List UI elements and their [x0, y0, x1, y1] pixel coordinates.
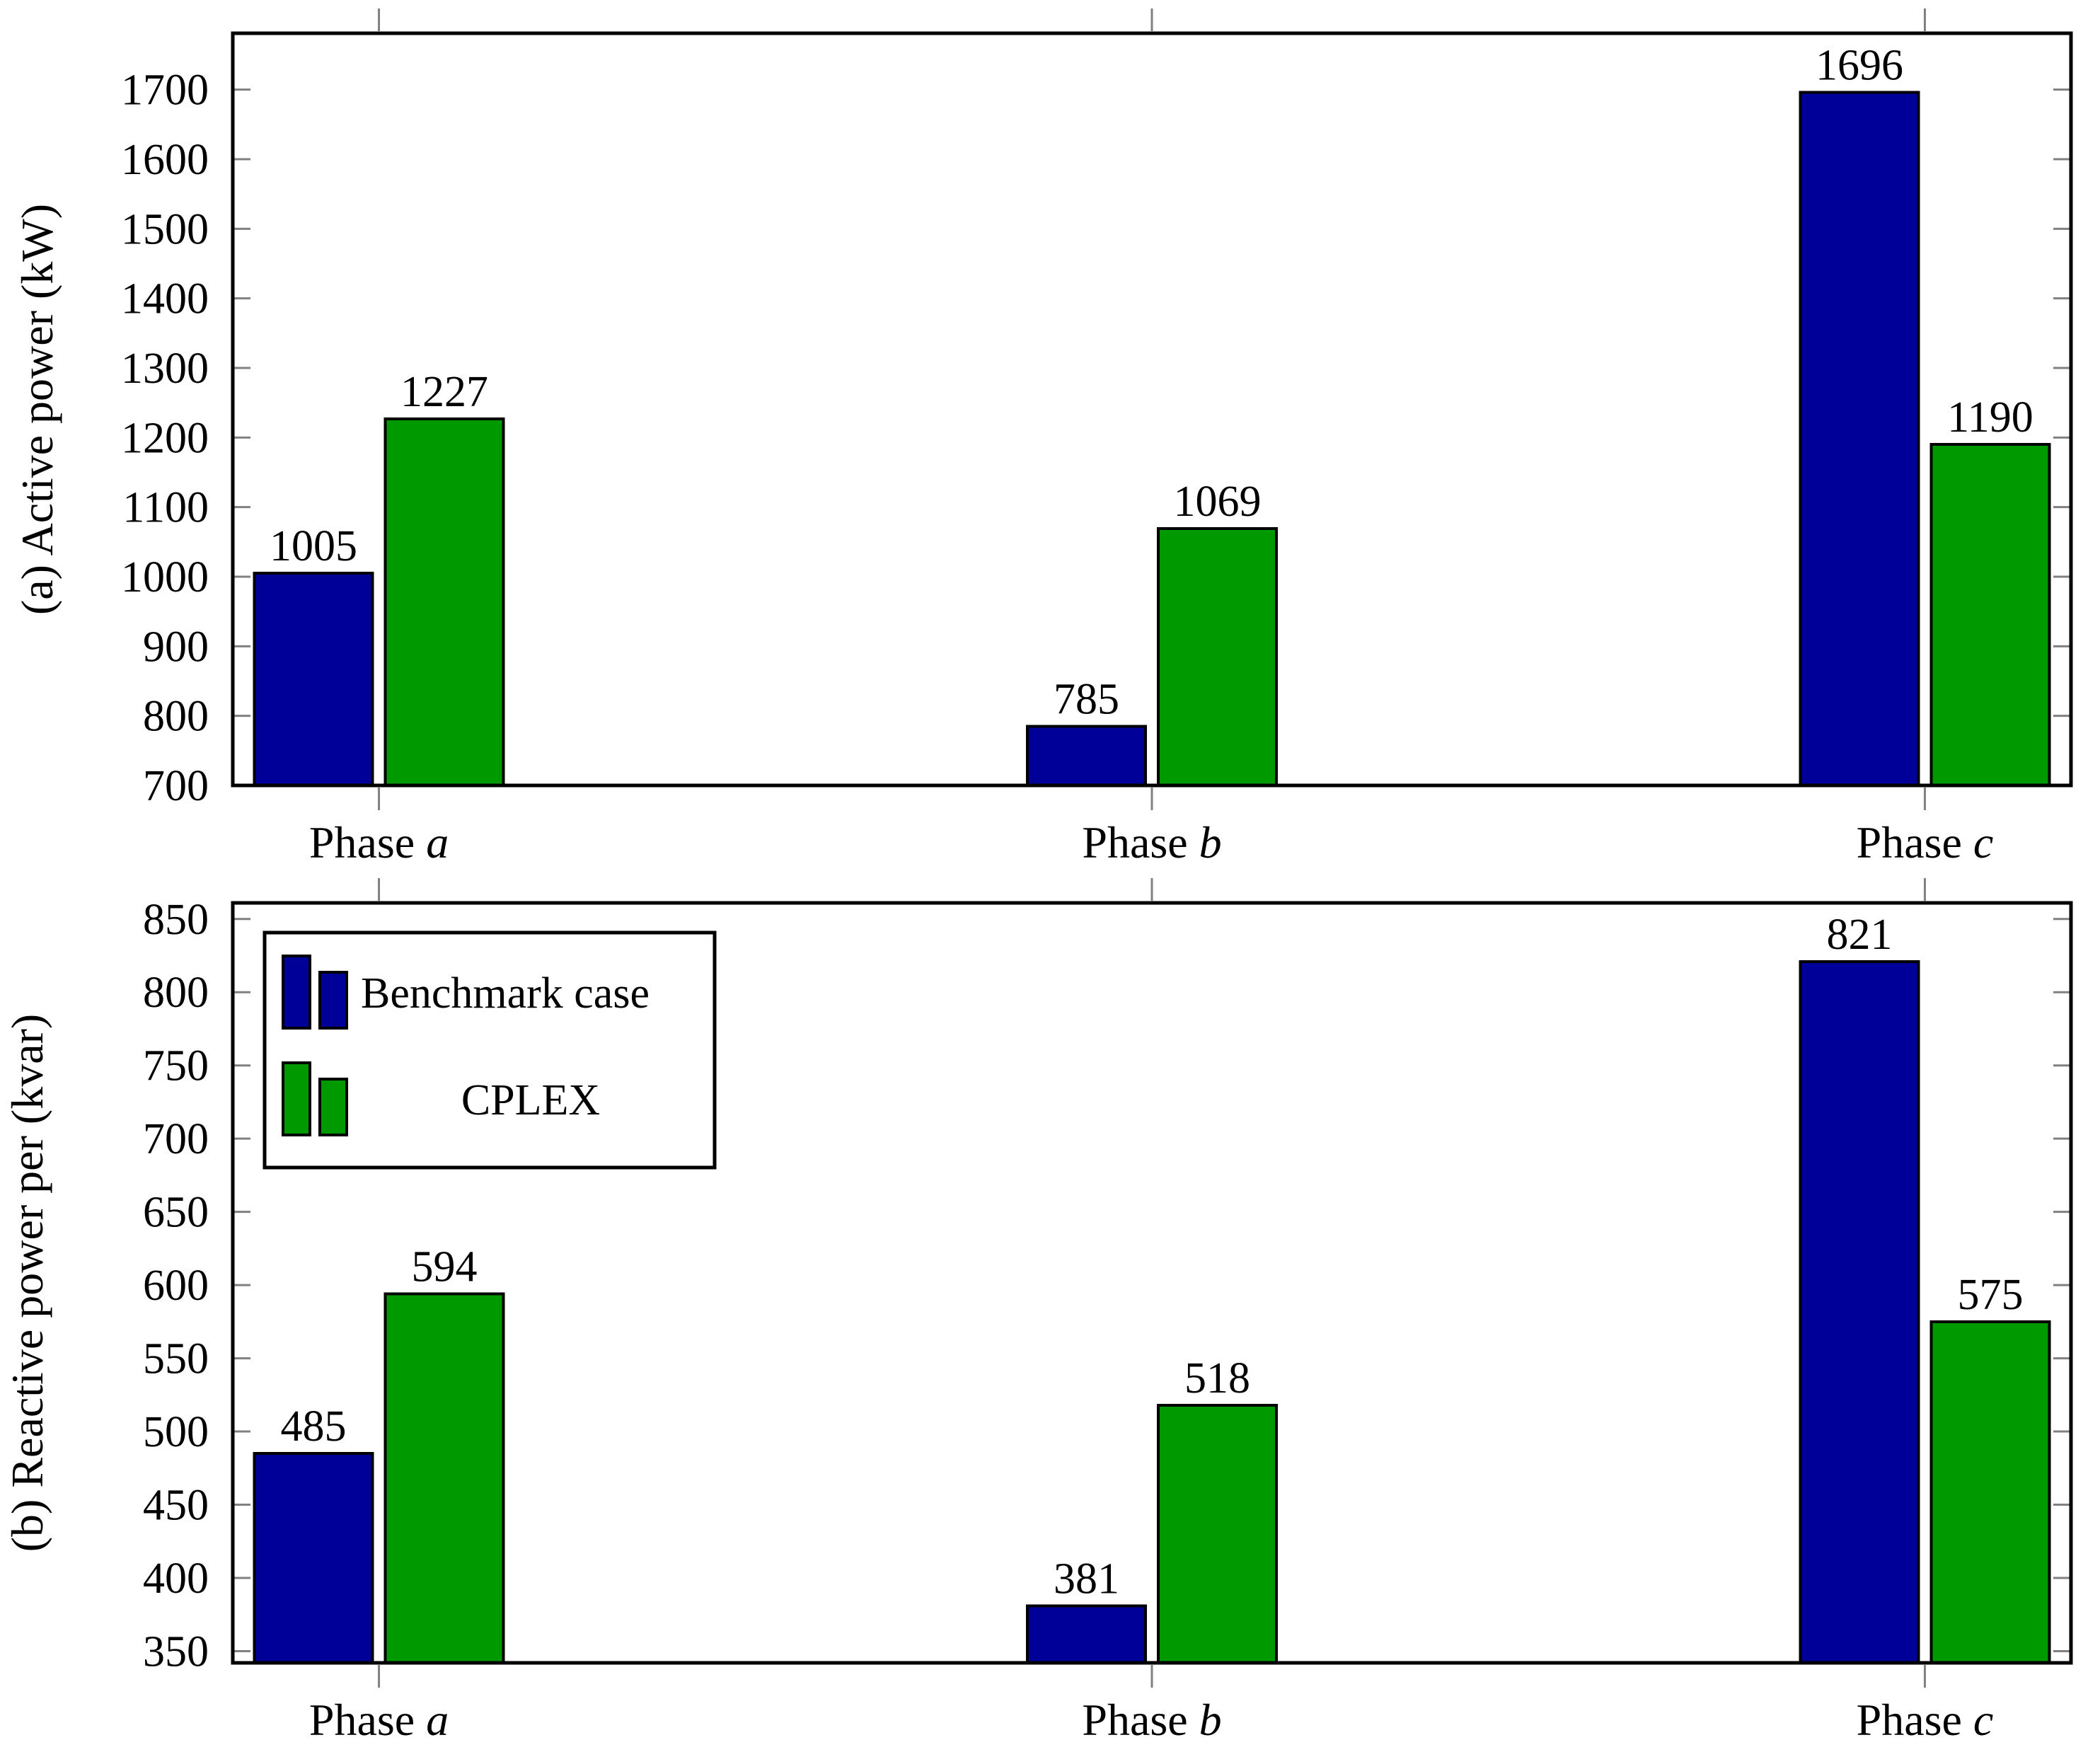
- y-tick-label: 850: [143, 896, 209, 944]
- bar-value-label: 575: [1957, 1271, 2023, 1319]
- legend-swatch-icon: [282, 955, 311, 1030]
- y-tick-label: 750: [143, 1042, 209, 1090]
- legend-swatch-icon: [282, 1061, 311, 1136]
- y-tick-label: 500: [143, 1408, 209, 1456]
- y-tick-label: 600: [143, 1262, 209, 1310]
- bar-value-label: 594: [412, 1243, 478, 1291]
- y-tick-label: 900: [143, 623, 209, 671]
- y-tick-label: 1500: [121, 205, 209, 253]
- bar-benchmark-phase-b: [1026, 725, 1147, 788]
- x-category-label: Phase c: [1857, 817, 1994, 868]
- bar-benchmark-phase-c: [1799, 959, 1920, 1664]
- bar-value-label: 821: [1826, 911, 1892, 959]
- y-tick-label: 1700: [121, 67, 209, 115]
- plot-border: [231, 901, 2073, 1665]
- y-tick-label: 400: [143, 1555, 209, 1603]
- y-tick-label: 1100: [122, 484, 209, 532]
- x-category-label: Phase b: [1082, 817, 1221, 868]
- legend-label: Benchmark case: [361, 969, 650, 1018]
- y-tick-label: 1600: [121, 136, 209, 184]
- y-tick-label: 800: [143, 969, 209, 1017]
- y-tick-label: 800: [143, 693, 209, 741]
- y-tick-label: 1200: [121, 414, 209, 462]
- y-tick-label: 700: [143, 1115, 209, 1163]
- bar-cplex-phase-b: [1157, 527, 1278, 787]
- bar-value-label: 518: [1184, 1354, 1250, 1402]
- x-category-label: Phase b: [1082, 1695, 1221, 1745]
- bar-value-label: 1190: [1947, 393, 2033, 442]
- x-category-label: Phase a: [309, 1695, 449, 1745]
- y-tick-label: 350: [143, 1627, 209, 1676]
- bar-benchmark-phase-a: [253, 572, 374, 787]
- y-tick-label: 650: [143, 1189, 209, 1237]
- y-tick-label: 550: [143, 1335, 209, 1383]
- y-axis-label: (b) Reactive power per (kvar): [2, 1014, 52, 1552]
- bar-cplex-phase-a: [383, 417, 505, 787]
- bar-cplex-phase-a: [383, 1292, 505, 1665]
- bar-benchmark-phase-b: [1026, 1604, 1147, 1664]
- bar-value-label: 381: [1054, 1555, 1119, 1603]
- bar-value-label: 1069: [1174, 478, 1262, 526]
- bar-value-label: 785: [1054, 675, 1119, 723]
- bar-value-label: 1227: [400, 368, 488, 416]
- legend-swatch-icon: [318, 1078, 348, 1136]
- bar-benchmark-phase-c: [1799, 91, 1920, 787]
- x-category-label: Phase a: [309, 817, 449, 868]
- bar-value-label: 485: [281, 1402, 347, 1451]
- x-category-label: Phase c: [1857, 1695, 1994, 1745]
- bar-value-label: 1005: [270, 522, 357, 570]
- bar-cplex-phase-b: [1157, 1403, 1278, 1664]
- bar-benchmark-phase-a: [253, 1452, 374, 1664]
- y-tick-label: 700: [143, 762, 209, 810]
- y-tick-label: 1300: [121, 345, 209, 393]
- y-tick-label: 1000: [121, 553, 209, 601]
- y-axis-label: (a) Active power (kW): [12, 204, 62, 615]
- bar-cplex-phase-c: [1929, 1320, 2051, 1664]
- y-tick-label: 450: [143, 1482, 209, 1530]
- bar-cplex-phase-c: [1929, 443, 2051, 787]
- y-tick-label: 1400: [121, 275, 209, 323]
- plot-border: [231, 31, 2073, 788]
- bar-value-label: 1696: [1816, 42, 1903, 90]
- legend-swatch-icon: [318, 971, 348, 1030]
- legend-label: CPLEX: [461, 1076, 600, 1124]
